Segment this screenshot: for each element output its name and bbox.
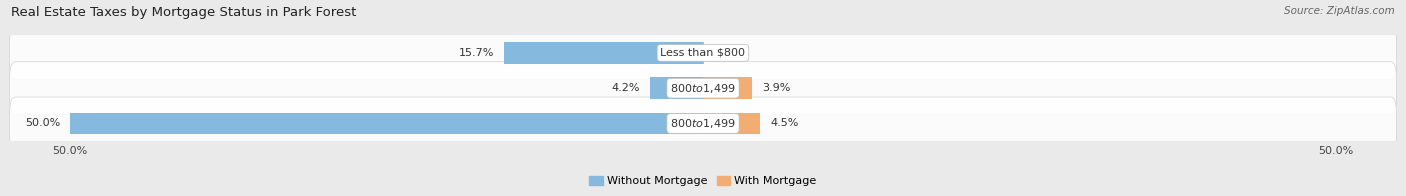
- FancyBboxPatch shape: [10, 26, 1396, 79]
- Text: 50.0%: 50.0%: [25, 118, 60, 129]
- Text: 4.2%: 4.2%: [612, 83, 640, 93]
- FancyBboxPatch shape: [10, 97, 1396, 150]
- Text: Real Estate Taxes by Mortgage Status in Park Forest: Real Estate Taxes by Mortgage Status in …: [11, 6, 357, 19]
- Bar: [703, 113, 759, 134]
- FancyBboxPatch shape: [10, 62, 1396, 115]
- Text: Less than $800: Less than $800: [661, 48, 745, 58]
- Text: Source: ZipAtlas.com: Source: ZipAtlas.com: [1284, 6, 1395, 16]
- Legend: Without Mortgage, With Mortgage: Without Mortgage, With Mortgage: [585, 171, 821, 191]
- Text: 4.5%: 4.5%: [770, 118, 799, 129]
- Text: $800 to $1,499: $800 to $1,499: [671, 82, 735, 95]
- Text: 0.09%: 0.09%: [714, 48, 749, 58]
- Bar: [505, 42, 703, 64]
- Text: 3.9%: 3.9%: [762, 83, 790, 93]
- Bar: [650, 77, 703, 99]
- Text: 15.7%: 15.7%: [458, 48, 495, 58]
- Bar: [703, 77, 752, 99]
- Bar: [70, 113, 703, 134]
- Text: $800 to $1,499: $800 to $1,499: [671, 117, 735, 130]
